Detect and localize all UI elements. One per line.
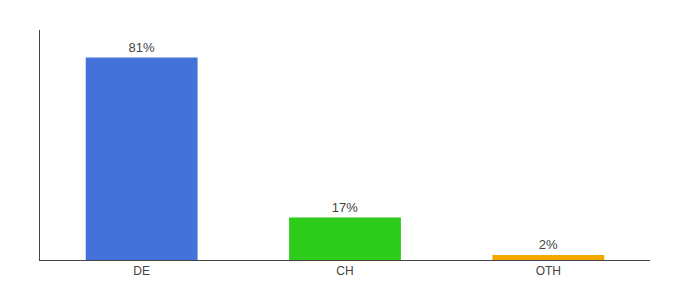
svg-text:DE: DE [133, 264, 150, 278]
svg-text:CH: CH [336, 264, 353, 278]
svg-text:17%: 17% [332, 200, 358, 215]
svg-text:81%: 81% [128, 40, 154, 55]
svg-text:OTH: OTH [536, 264, 561, 278]
svg-text:2%: 2% [539, 237, 558, 252]
